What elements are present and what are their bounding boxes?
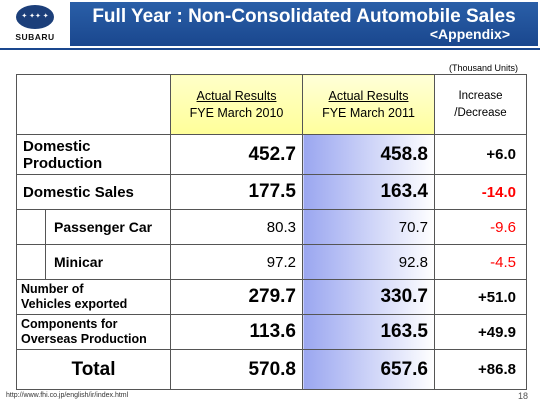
fy2011-value: 330.7 <box>302 279 435 315</box>
table-header-row: Actual Results FYE March 2010 Actual Res… <box>16 74 527 135</box>
row-label: Minicar <box>54 254 104 270</box>
header-divider <box>0 48 540 50</box>
page-title: Full Year : Non-Consolidated Automobile … <box>92 6 516 27</box>
header: ✦ ✦✦ ✦ SUBARU Full Year : Non-Consolidat… <box>0 0 540 48</box>
change-value: +51.0 <box>434 279 527 315</box>
row-label-cell: Passenger Car <box>16 209 171 245</box>
table-row: Number of Vehicles exported 279.7 330.7 … <box>16 279 527 315</box>
table-row: Domestic Production 452.7 458.8 +6.0 <box>16 134 527 175</box>
indent-spacer <box>17 245 46 279</box>
page-subtitle: <Appendix> <box>429 26 510 42</box>
fy2010-value: 177.5 <box>170 174 303 210</box>
change-value: -9.6 <box>434 209 527 245</box>
fy2010-value: 570.8 <box>170 349 303 390</box>
fy2011-value: 458.8 <box>302 134 435 175</box>
table-row: Domestic Sales 177.5 163.4 -14.0 <box>16 174 527 210</box>
units-label: (Thousand Units) <box>448 63 518 73</box>
fy2010-value: 452.7 <box>170 134 303 175</box>
fy2010-value: 113.6 <box>170 314 303 350</box>
row-label: Domestic Production <box>16 134 171 175</box>
row-label: Passenger Car <box>54 219 153 235</box>
header-change: Increase /Decrease <box>434 74 527 135</box>
title-band: Full Year : Non-Consolidated Automobile … <box>70 2 538 46</box>
subaru-logo: ✦ ✦✦ ✦ SUBARU <box>5 3 65 43</box>
row-label: Total <box>16 349 171 390</box>
table-row: Passenger Car 80.3 70.7 -9.6 <box>16 209 527 245</box>
change-value: -14.0 <box>434 174 527 210</box>
table-row: Components for Overseas Production 113.6… <box>16 314 527 350</box>
indent-spacer <box>17 210 46 244</box>
footer-url: http://www.fhi.co.jp/english/ir/index.ht… <box>6 392 129 399</box>
header-fy2010: Actual Results FYE March 2010 <box>170 74 303 135</box>
page-number: 18 <box>517 391 528 401</box>
fy2010-value: 80.3 <box>170 209 303 245</box>
table-row-total: Total 570.8 657.6 +86.8 <box>16 349 527 390</box>
fy2011-value: 163.4 <box>302 174 435 210</box>
row-label: Number of Vehicles exported <box>16 279 171 315</box>
fy2010-value: 97.2 <box>170 244 303 280</box>
pleiades-logo-icon <box>16 5 54 29</box>
header-empty-cell <box>16 74 171 135</box>
change-value: +86.8 <box>434 349 527 390</box>
row-label: Domestic Sales <box>16 174 171 210</box>
sales-table: Actual Results FYE March 2010 Actual Res… <box>16 74 527 390</box>
change-value: -4.5 <box>434 244 527 280</box>
row-label: Components for Overseas Production <box>16 314 171 350</box>
fy2011-value: 657.6 <box>302 349 435 390</box>
header-fy2011: Actual Results FYE March 2011 <box>302 74 435 135</box>
fy2010-value: 279.7 <box>170 279 303 315</box>
logo-text: SUBARU <box>15 32 55 42</box>
fy2011-value: 92.8 <box>302 244 435 280</box>
fy2011-value: 163.5 <box>302 314 435 350</box>
change-value: +49.9 <box>434 314 527 350</box>
change-value: +6.0 <box>434 134 527 175</box>
fy2011-value: 70.7 <box>302 209 435 245</box>
row-label-cell: Minicar <box>16 244 171 280</box>
table-row: Minicar 97.2 92.8 -4.5 <box>16 244 527 280</box>
